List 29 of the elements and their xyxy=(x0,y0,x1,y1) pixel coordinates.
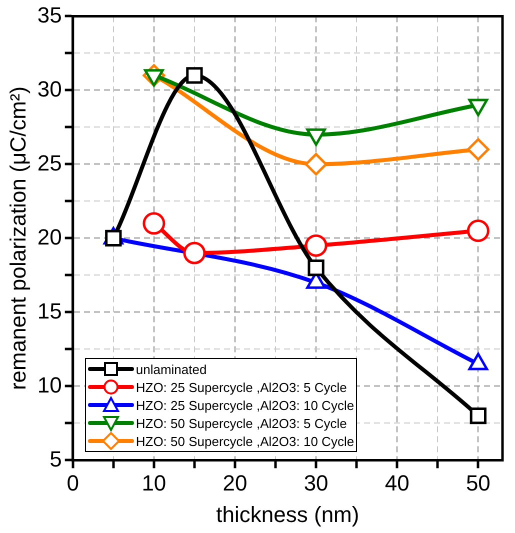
y-tick-label: 30 xyxy=(37,76,62,102)
point xyxy=(470,407,487,424)
legend-label: HZO: 50 Supercycle ,Al2O3: 10 Cycle xyxy=(136,432,354,450)
y-axis-title: remanent polarization (μC/cm²) xyxy=(5,86,30,390)
y-tick-label: 10 xyxy=(37,372,62,398)
point xyxy=(186,67,203,84)
point xyxy=(304,152,328,176)
x-tick-label: 0 xyxy=(66,470,79,496)
x-tick-label: 40 xyxy=(384,470,410,496)
x-tick-label: 10 xyxy=(142,470,166,496)
point xyxy=(308,259,324,276)
legend-label: HZO: 50 Supercycle ,Al2O3: 5 Cycle xyxy=(136,414,347,432)
y-tick-label: 15 xyxy=(37,298,62,324)
x-tick-label: 20 xyxy=(222,470,248,496)
point xyxy=(142,212,166,235)
y-tick-label: 5 xyxy=(50,446,62,472)
point xyxy=(466,138,490,161)
point xyxy=(304,234,328,257)
x-axis-title: thickness (nm) xyxy=(216,502,360,527)
y-tick-label: 35 xyxy=(37,2,62,28)
legend-label: unlaminated xyxy=(136,360,207,378)
point xyxy=(183,242,206,264)
x-tick-label: 50 xyxy=(466,470,490,496)
y-tick-label: 25 xyxy=(37,150,62,176)
x-tick-label: 30 xyxy=(304,470,328,496)
legend-label: HZO: 25 Supercycle ,Al2O3: 10 Cycle xyxy=(136,396,354,414)
point xyxy=(466,220,490,242)
y-tick-label: 20 xyxy=(37,224,62,250)
legend-label: HZO: 25 Supercycle ,Al2O3: 5 Cycle xyxy=(136,378,347,396)
